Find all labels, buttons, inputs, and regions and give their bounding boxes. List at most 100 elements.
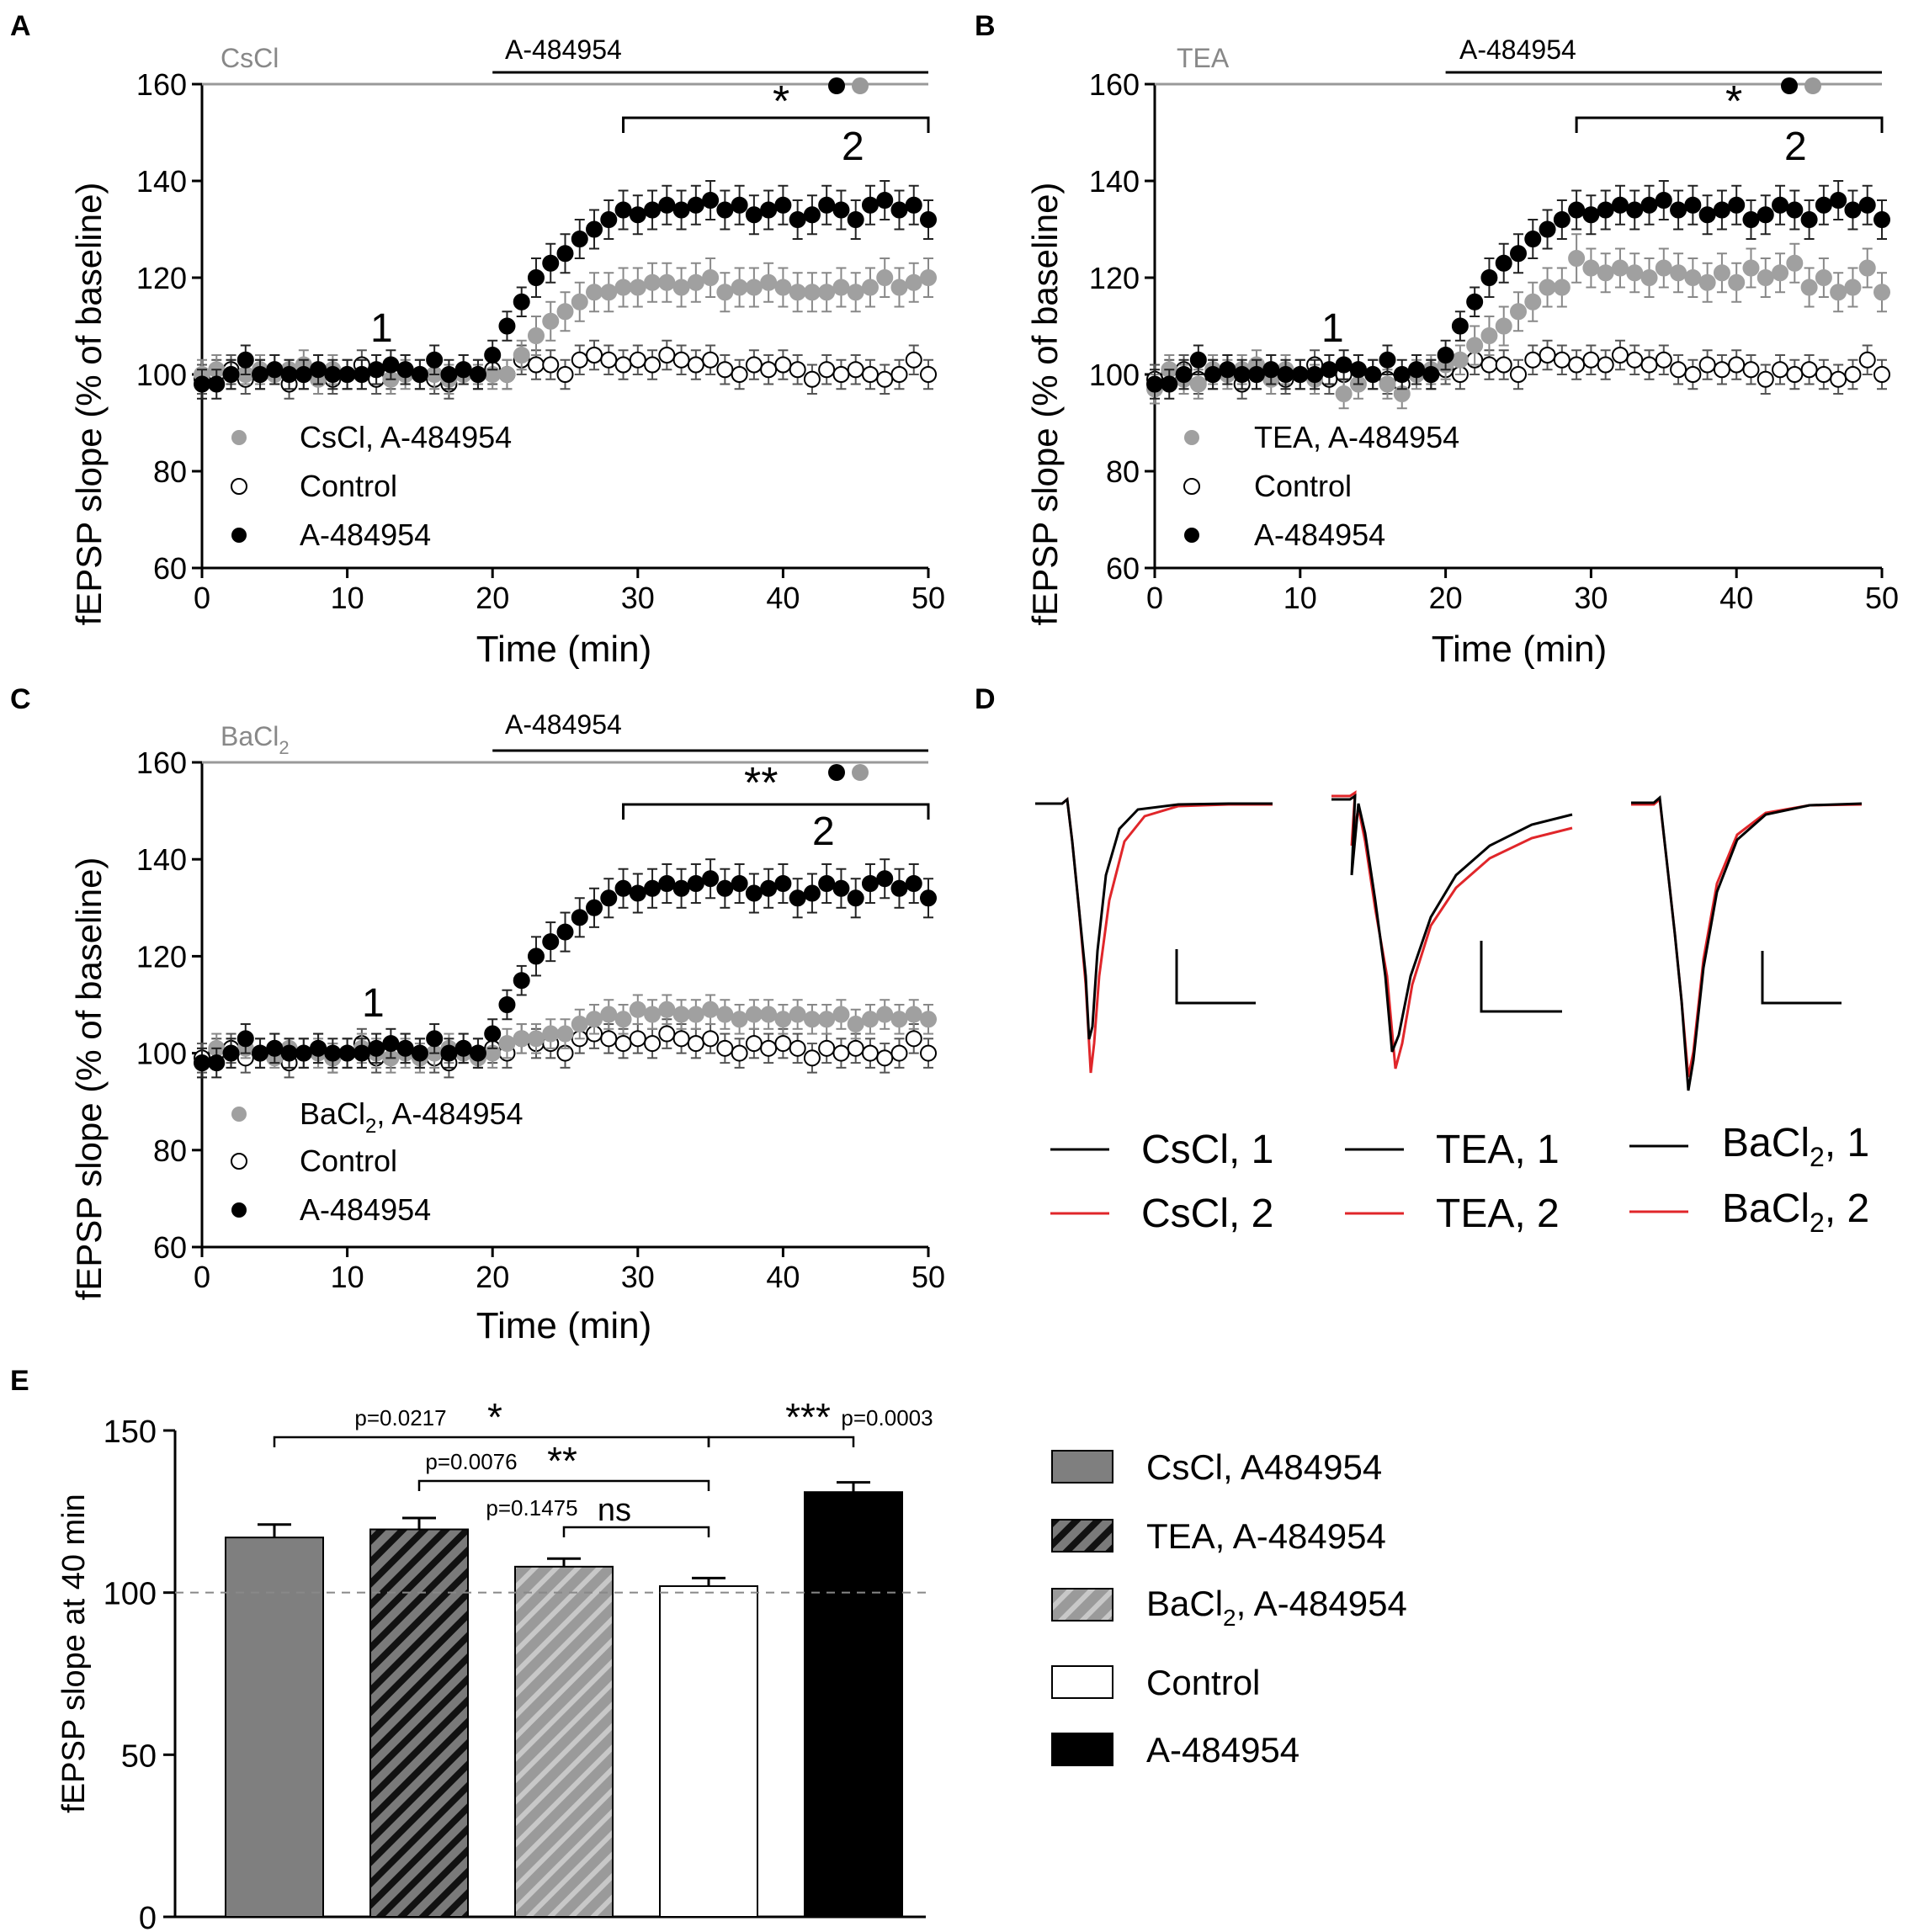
- x-tick-label: 0: [194, 581, 210, 615]
- trace-legend-cscl-1: CsCl, 1: [1141, 1128, 1273, 1172]
- data-point: [789, 1006, 806, 1023]
- data-point: [702, 269, 720, 286]
- data-point: [396, 361, 414, 379]
- data-point: [702, 1000, 720, 1018]
- bar: [514, 1565, 614, 1918]
- data-point: [1684, 196, 1702, 214]
- sig-dot-black: [1781, 77, 1798, 94]
- data-point: [527, 327, 545, 344]
- data-point: [716, 284, 734, 301]
- comparison-p-value: p=0.0076: [425, 1449, 517, 1474]
- data-point: [1335, 385, 1353, 402]
- data-point: [658, 347, 676, 364]
- data-point: [672, 351, 690, 369]
- data-point: [920, 1011, 937, 1028]
- data-point: [1713, 264, 1730, 282]
- data-point: [789, 284, 806, 301]
- data-point: [1858, 351, 1876, 369]
- y-tick-label: 60: [1106, 551, 1140, 586]
- data-point: [1379, 351, 1396, 369]
- data-point: [498, 366, 516, 383]
- data-point: [586, 220, 603, 238]
- data-point: [672, 201, 690, 219]
- data-point: [614, 356, 632, 374]
- data-point: [1640, 196, 1658, 214]
- data-point: [1815, 196, 1832, 214]
- data-point: [876, 192, 894, 209]
- data-point: [1800, 361, 1818, 379]
- data-point: [614, 1011, 632, 1028]
- data-point: [702, 1030, 720, 1048]
- data-point: [687, 196, 704, 214]
- data-point: [876, 1006, 894, 1023]
- data-point: [411, 366, 428, 383]
- data-point: [818, 1011, 836, 1028]
- data-point: [760, 361, 778, 379]
- y-tick-label: 120: [136, 261, 187, 295]
- data-point: [861, 279, 879, 296]
- data-point: [600, 1006, 618, 1023]
- data-point: [411, 1044, 428, 1062]
- data-point: [324, 1044, 342, 1062]
- data-point: [658, 1025, 676, 1043]
- data-point: [847, 889, 864, 907]
- data-point: [338, 1044, 356, 1062]
- bar-legend-swatch-bacl2: [1051, 1588, 1113, 1622]
- panel-e-label: E: [10, 1365, 29, 1397]
- data-point: [1815, 269, 1832, 286]
- y-tick-label: 160: [136, 67, 187, 102]
- data-point: [266, 1039, 284, 1057]
- data-point: [1524, 231, 1542, 247]
- data-point: [1161, 375, 1178, 393]
- data-point: [295, 1044, 312, 1062]
- data-point: [556, 303, 574, 321]
- data-point: [920, 889, 937, 907]
- data-point: [1233, 366, 1251, 383]
- panel-a-ylabel: fEPSP slope (% of baseline): [69, 183, 109, 626]
- panel-b-marker-2: 2: [1784, 125, 1807, 169]
- data-point: [1480, 269, 1498, 286]
- trace-tea-1: [1331, 794, 1573, 1053]
- data-point: [1815, 366, 1832, 383]
- x-tick-label: 10: [1284, 581, 1317, 615]
- data-point: [861, 366, 879, 383]
- data-point: [847, 1039, 864, 1057]
- data-point: [760, 1039, 778, 1057]
- data-point: [280, 1044, 298, 1062]
- trace-bacl2-1: [1631, 795, 1863, 1091]
- data-point: [310, 361, 327, 379]
- data-point: [513, 293, 530, 310]
- data-point: [556, 366, 574, 383]
- data-point: [266, 361, 284, 379]
- data-point: [614, 279, 632, 296]
- data-point: [310, 1039, 327, 1057]
- trace-tea-2: [1331, 790, 1573, 1070]
- data-point: [1742, 211, 1760, 228]
- x-tick-label: 20: [476, 1260, 509, 1294]
- data-point: [338, 366, 356, 383]
- data-point: [876, 1049, 894, 1067]
- data-point: [832, 1006, 850, 1023]
- data-point: [1291, 366, 1309, 383]
- bar-legend-swatch-tea: [1051, 1519, 1113, 1552]
- data-point: [1553, 351, 1571, 369]
- sig-dot-gray: [852, 77, 869, 94]
- data-point: [586, 284, 603, 301]
- data-point: [1189, 375, 1207, 393]
- data-point: [222, 1044, 240, 1062]
- data-point: [774, 196, 792, 214]
- data-point: [556, 1025, 574, 1043]
- data-point: [1466, 293, 1484, 310]
- bar-legend-a484954: A-484954: [1146, 1730, 1299, 1770]
- data-point: [1742, 361, 1760, 379]
- y-tick-label: 80: [153, 454, 187, 489]
- data-point: [1582, 351, 1600, 369]
- data-point: [803, 284, 821, 301]
- data-point: [789, 211, 806, 228]
- data-point: [1772, 264, 1789, 282]
- data-point: [237, 351, 254, 369]
- data-point: [527, 947, 545, 965]
- data-point: [1480, 356, 1498, 374]
- data-point: [687, 875, 704, 892]
